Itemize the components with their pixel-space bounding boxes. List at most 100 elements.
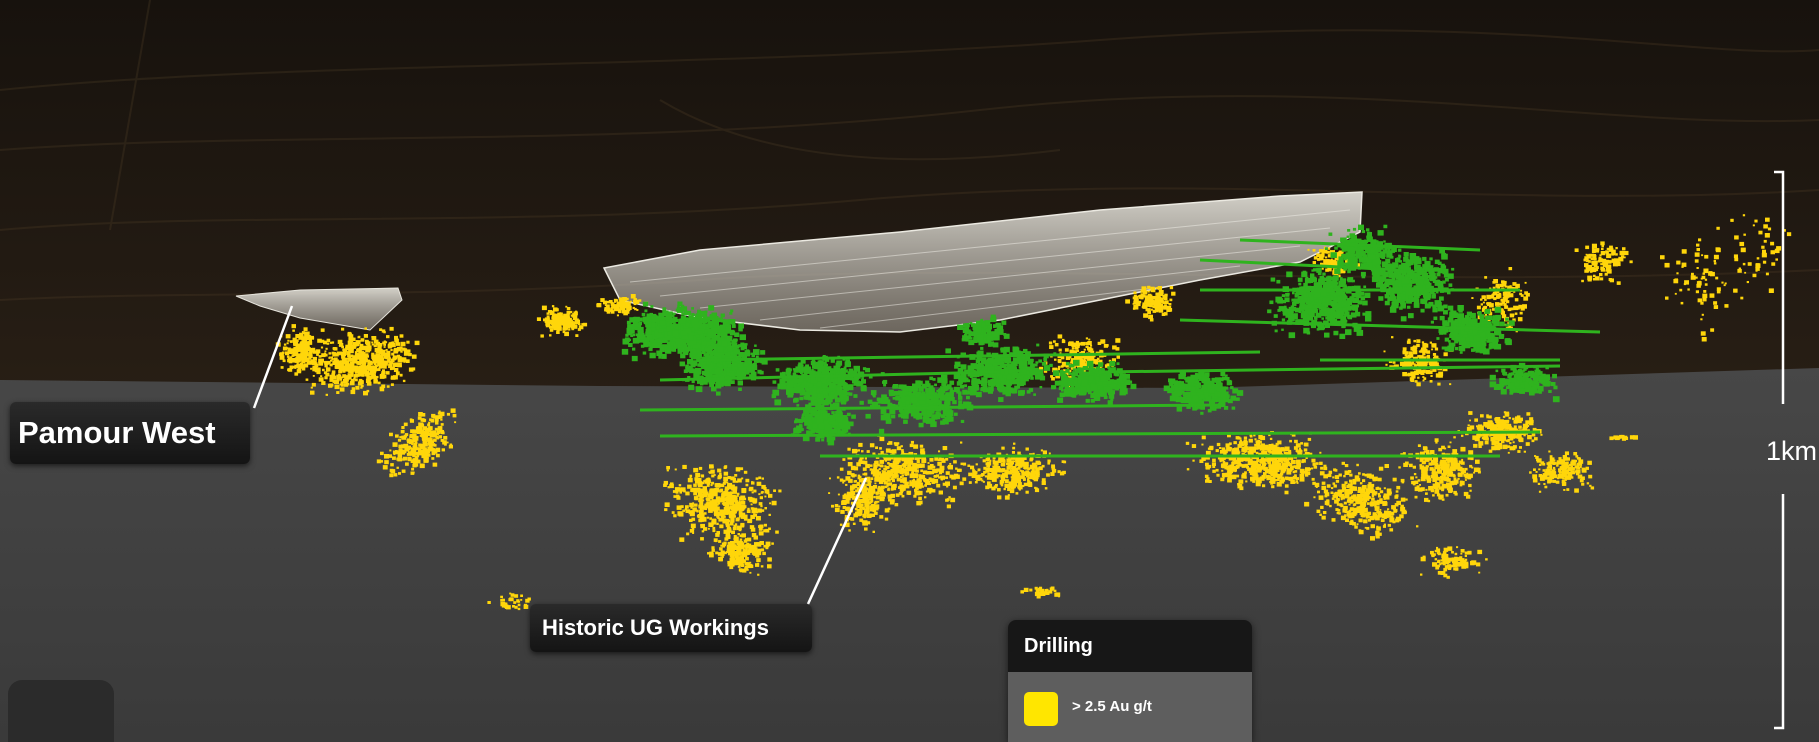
point-cloud-mark bbox=[680, 487, 686, 492]
point-cloud-mark bbox=[364, 327, 367, 330]
point-cloud-mark bbox=[1476, 467, 1481, 472]
point-cloud-mark bbox=[709, 517, 712, 520]
point-cloud-mark bbox=[289, 365, 294, 370]
point-cloud-mark bbox=[1353, 479, 1356, 482]
point-cloud-mark bbox=[867, 488, 873, 493]
point-cloud-mark bbox=[1389, 515, 1394, 519]
point-cloud-mark bbox=[1283, 459, 1287, 463]
point-cloud-mark bbox=[1023, 466, 1027, 469]
point-cloud-mark bbox=[1238, 441, 1244, 446]
point-cloud-mark bbox=[699, 502, 704, 506]
point-cloud-mark bbox=[321, 353, 326, 358]
point-cloud-mark bbox=[1315, 462, 1319, 465]
point-cloud-mark bbox=[1274, 478, 1278, 482]
point-cloud-mark bbox=[864, 510, 869, 514]
point-cloud-mark bbox=[1366, 527, 1370, 530]
point-cloud-mark bbox=[758, 531, 764, 536]
point-cloud-mark bbox=[303, 350, 309, 355]
point-cloud-mark bbox=[702, 491, 706, 494]
point-cloud-mark bbox=[1104, 364, 1109, 368]
point-cloud-mark bbox=[853, 466, 859, 471]
point-cloud-mark bbox=[303, 363, 309, 368]
point-cloud-mark bbox=[1489, 295, 1494, 299]
point-cloud-mark bbox=[309, 335, 314, 340]
point-cloud-mark bbox=[870, 477, 874, 480]
point-cloud-mark bbox=[1258, 440, 1262, 444]
point-cloud-mark bbox=[1285, 461, 1291, 467]
point-cloud-mark bbox=[667, 486, 671, 489]
point-cloud-mark bbox=[1345, 518, 1349, 522]
point-cloud-mark bbox=[1321, 515, 1326, 520]
point-cloud-mark bbox=[1543, 483, 1546, 485]
point-cloud-mark bbox=[1148, 296, 1151, 299]
point-cloud-mark bbox=[1027, 481, 1033, 486]
point-cloud-mark bbox=[860, 498, 866, 504]
point-cloud-mark bbox=[399, 373, 403, 377]
point-cloud-mark bbox=[549, 310, 555, 316]
point-cloud-mark bbox=[1480, 298, 1483, 301]
point-cloud-mark bbox=[1503, 280, 1507, 284]
point-cloud-mark bbox=[1244, 476, 1247, 479]
point-cloud-mark bbox=[337, 339, 343, 344]
point-cloud-mark bbox=[1585, 260, 1588, 263]
point-cloud-mark bbox=[553, 307, 558, 312]
point-cloud-mark bbox=[709, 506, 715, 511]
point-cloud-mark bbox=[1523, 450, 1526, 453]
point-cloud-mark bbox=[396, 466, 399, 469]
point-cloud-mark bbox=[1450, 466, 1454, 470]
point-cloud-mark bbox=[385, 349, 388, 351]
point-cloud-mark bbox=[709, 501, 712, 504]
point-cloud-mark bbox=[401, 469, 406, 473]
point-cloud-mark bbox=[1516, 434, 1522, 439]
point-cloud-mark bbox=[864, 500, 869, 505]
point-cloud-mark bbox=[566, 323, 570, 327]
point-cloud-mark bbox=[392, 450, 398, 455]
point-cloud-mark bbox=[1412, 350, 1418, 355]
point-cloud-mark bbox=[398, 449, 403, 454]
point-cloud-mark bbox=[1231, 449, 1237, 454]
point-cloud-mark bbox=[1264, 462, 1267, 465]
point-cloud-mark bbox=[1215, 449, 1219, 453]
point-cloud-mark bbox=[861, 450, 864, 453]
point-cloud-mark bbox=[751, 481, 754, 483]
point-cloud-mark bbox=[1096, 359, 1099, 362]
point-cloud-mark bbox=[383, 331, 386, 334]
point-cloud-mark bbox=[698, 492, 703, 497]
point-cloud-mark bbox=[1246, 466, 1249, 469]
point-cloud-mark bbox=[900, 445, 903, 448]
point-cloud-mark bbox=[362, 354, 368, 359]
point-cloud-mark bbox=[618, 302, 623, 308]
point-cloud-mark bbox=[874, 461, 878, 465]
point-cloud-mark bbox=[408, 367, 414, 372]
point-cloud-mark bbox=[331, 341, 335, 344]
point-cloud-mark bbox=[1371, 489, 1375, 493]
point-cloud-mark bbox=[938, 457, 942, 461]
point-cloud-mark bbox=[288, 359, 293, 364]
point-cloud-mark bbox=[763, 487, 767, 490]
point-cloud-mark bbox=[736, 506, 742, 511]
point-cloud-mark bbox=[924, 496, 927, 499]
point-cloud-mark bbox=[1322, 511, 1327, 515]
point-cloud-mark bbox=[903, 470, 907, 474]
point-cloud-mark bbox=[1417, 355, 1421, 358]
point-cloud-mark bbox=[1335, 508, 1339, 511]
point-cloud-mark bbox=[1250, 470, 1254, 473]
point-cloud-mark bbox=[874, 511, 878, 515]
point-cloud-mark bbox=[984, 475, 988, 478]
point-cloud-mark bbox=[1238, 479, 1244, 484]
point-cloud-mark bbox=[874, 477, 880, 482]
point-cloud-mark bbox=[1151, 302, 1155, 306]
point-cloud-mark bbox=[320, 346, 324, 349]
point-cloud-mark bbox=[376, 358, 380, 362]
point-cloud-mark bbox=[920, 451, 923, 454]
point-cloud-mark bbox=[295, 334, 300, 339]
point-cloud-mark bbox=[557, 323, 560, 325]
point-cloud-mark bbox=[764, 489, 770, 494]
point-cloud-mark bbox=[1512, 417, 1515, 421]
point-cloud-mark bbox=[703, 489, 708, 493]
point-cloud-mark bbox=[857, 449, 860, 452]
point-cloud-mark bbox=[1248, 459, 1253, 464]
point-cloud-mark bbox=[729, 522, 734, 526]
